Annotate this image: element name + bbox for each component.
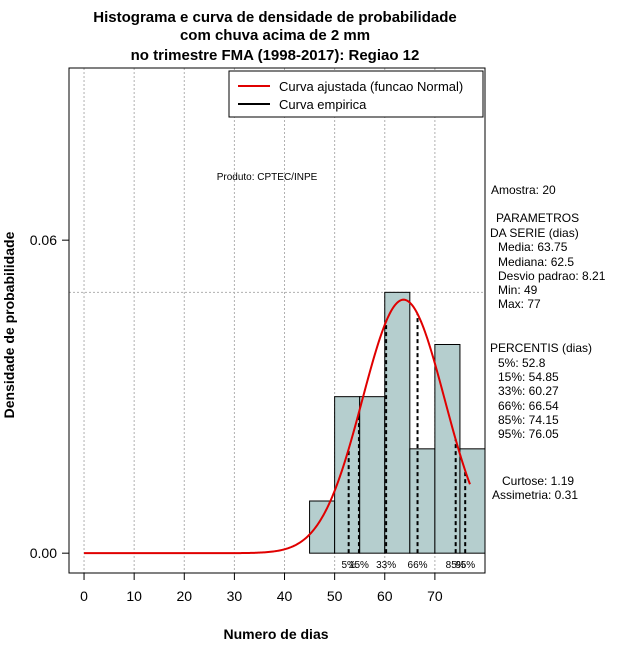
x-tick-label-20: 20 <box>176 588 192 604</box>
percentile-layer: 5%15% 33% 66% 85%95% <box>341 313 475 571</box>
plot-frame <box>68 67 486 574</box>
legend-box <box>228 70 484 118</box>
percentile-label-95: 95% <box>455 560 475 571</box>
x-tick-label-60: 60 <box>377 588 393 604</box>
histogram-bar-0 <box>309 500 336 554</box>
product-label: Produto: CPTEC/INPE <box>217 172 318 183</box>
percentile-label-85: 85% <box>446 560 466 571</box>
curve-layer <box>84 298 471 555</box>
grid-layer <box>69 68 485 573</box>
stat-p95: 95%: 76.05 <box>498 427 559 441</box>
x-tick-label-50: 50 <box>327 588 343 604</box>
stat-min: Min: 49 <box>498 283 538 297</box>
chart-title-line-1: Histograma e curva de densidade de proba… <box>93 9 456 26</box>
legend: Curva ajustada (funcao Normal) Curva emp… <box>228 70 484 118</box>
histogram-bar-2 <box>359 396 386 554</box>
bars-layer <box>309 291 486 554</box>
percentile-label-33: 33% <box>376 560 396 571</box>
stat-p33: 33%: 60.27 <box>498 384 559 398</box>
y-axis-title: Densidade de probabilidade <box>1 231 17 418</box>
chart-title-line-3: no trimestre FMA (1998-2017): Regiao 12 <box>131 47 420 64</box>
y-tick-label-1: 0.06 <box>30 232 57 248</box>
stat-max: Max: 77 <box>498 297 541 311</box>
legend-label-fitted-curve: Curva ajustada (funcao Normal) <box>279 79 463 94</box>
y-tick-label-0: 0.00 <box>30 545 57 561</box>
params-title: PARAMETROS <box>496 211 579 225</box>
percentiles-title: PERCENTIS (dias) <box>490 341 592 355</box>
histogram-bar-3 <box>384 291 411 554</box>
stat-median: Mediana: 62.5 <box>498 255 574 269</box>
percentile-label-15: 15% <box>349 560 369 571</box>
x-tick-label-30: 30 <box>227 588 243 604</box>
stat-p5: 5%: 52.8 <box>498 356 546 370</box>
stats-panel: Amostra: 20 PARAMETROS DA SERIE (dias) M… <box>490 183 606 502</box>
x-axis-title: Numero de dias <box>223 626 328 642</box>
stat-mean: Media: 63.75 <box>498 240 568 254</box>
percentile-label-66: 66% <box>408 560 428 571</box>
stat-kurtosis: Curtose: 1.19 <box>502 474 574 488</box>
chart-title-line-2: com chuva acima de 2 mm <box>180 27 370 44</box>
axis-layer: 0 10 20 30 40 50 60 70 0.00 0.06 <box>30 232 443 604</box>
x-tick-label-40: 40 <box>277 588 293 604</box>
stat-p85: 85%: 74.15 <box>498 413 559 427</box>
stat-p66: 66%: 66.54 <box>498 399 559 413</box>
x-tick-label-0: 0 <box>80 588 88 604</box>
percentile-label-5: 5% <box>341 560 356 571</box>
x-tick-label-70: 70 <box>427 588 443 604</box>
params-subtitle: DA SERIE (dias) <box>490 226 579 240</box>
stat-p15: 15%: 54.85 <box>498 370 559 384</box>
sample-size: Amostra: 20 <box>491 183 556 197</box>
x-tick-label-10: 10 <box>126 588 142 604</box>
legend-label-empirical-curve: Curva empirica <box>279 97 367 112</box>
stat-std-dev: Desvio padrao: 8.21 <box>498 269 606 283</box>
stat-skewness: Assimetria: 0.31 <box>492 488 578 502</box>
fitted-normal-curve <box>84 298 471 555</box>
histogram-bar-4 <box>409 448 436 554</box>
